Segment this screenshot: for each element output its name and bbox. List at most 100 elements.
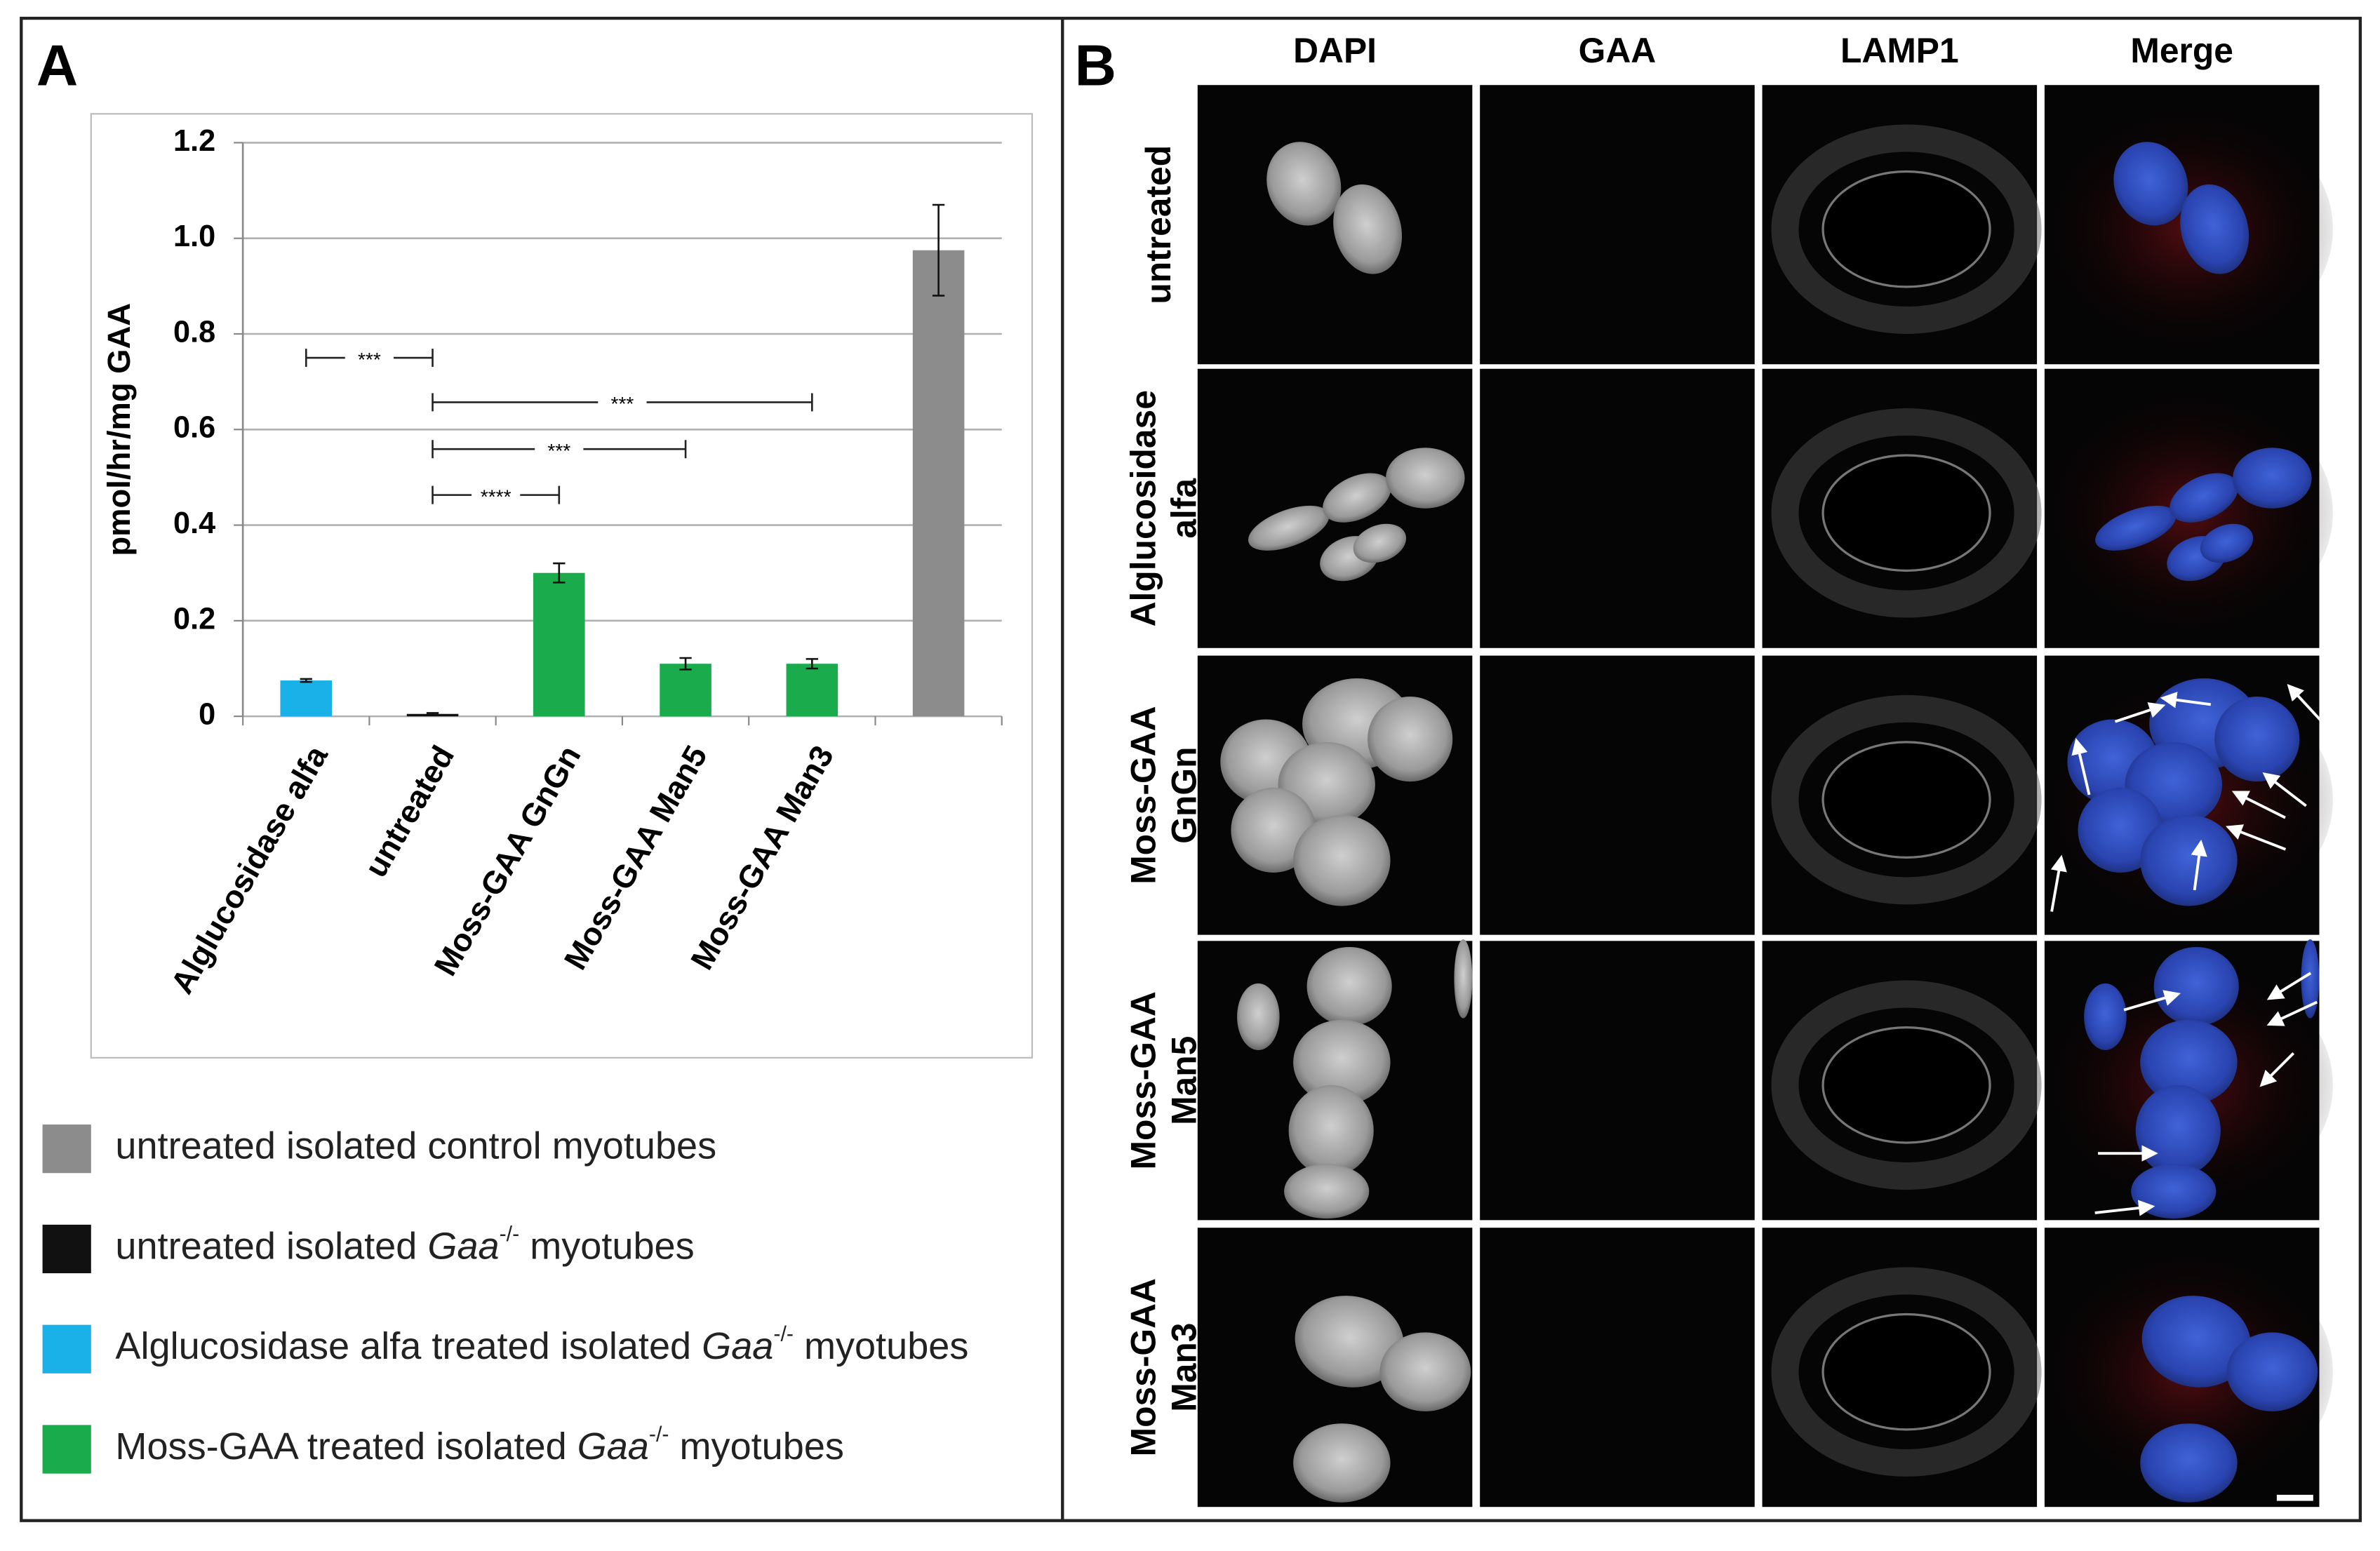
nucleus — [2233, 448, 2312, 509]
nucleus — [2301, 939, 2320, 1019]
y-tick-label: 0.8 — [173, 315, 215, 349]
arrow — [2160, 692, 2212, 709]
legend-label-part: Moss-GAA treated isolated — [115, 1425, 577, 1468]
row-label: Moss-GAA Man3 — [1123, 1278, 1203, 1456]
bar — [280, 680, 333, 717]
legend-label-part: Gaa — [702, 1325, 773, 1367]
y-tick-label: 1.2 — [173, 124, 215, 158]
legend-label-part: myotubes — [669, 1425, 843, 1468]
lamp1-signal — [1821, 1026, 1991, 1144]
bar — [912, 250, 965, 717]
micrograph-content — [1771, 124, 2042, 334]
column-header: LAMP1 — [1840, 31, 1959, 70]
micrograph-content — [1237, 939, 1473, 1219]
legend-swatch — [42, 1324, 91, 1374]
y-axis-label: pmol/hr/mg GAA — [101, 303, 137, 556]
arrow — [2191, 839, 2207, 891]
row-label: Moss-GAA Man5 — [1123, 991, 1203, 1169]
arrow — [2071, 737, 2091, 795]
error-bar — [932, 203, 945, 297]
row-label-line: Moss-GAA — [1123, 706, 1163, 884]
column-header: DAPI — [1293, 31, 1377, 70]
bar — [533, 572, 585, 717]
lamp1-signal — [1771, 1267, 2042, 1477]
legend-label: untreated isolated control myotubes — [115, 1125, 716, 1167]
micrograph-content — [1771, 694, 2042, 905]
nucleus — [2084, 983, 2127, 1051]
column-header: GAA — [1579, 31, 1657, 70]
nucleus — [1295, 1296, 1404, 1388]
micrographs: DAPI GAA LAMP1 Merge untreated Alglucosidase a… — [1123, 31, 2333, 1508]
nucleus — [1379, 1332, 1471, 1411]
bar — [660, 664, 711, 717]
error-bar — [426, 712, 439, 716]
micrograph-content — [1248, 448, 1465, 582]
nucleus — [2153, 946, 2239, 1026]
legend-label-part: Alglucosidase alfa treated isolated — [115, 1325, 702, 1367]
legend-label-part: Gaa — [577, 1425, 649, 1468]
legend-label-part: Gaa — [427, 1226, 499, 1268]
legend-label: Alglucosidase alfa treated isolated Gaa-… — [115, 1323, 968, 1368]
micrograph — [1480, 85, 1755, 365]
lamp1-signal — [1771, 694, 2042, 905]
micrograph-content — [2044, 678, 2333, 922]
lamp1-signal — [1821, 454, 1991, 572]
nucleus — [1454, 939, 1473, 1019]
arrow — [2259, 1052, 2295, 1087]
y-tick-label: 0.4 — [173, 506, 215, 540]
legend-swatch — [42, 1224, 91, 1274]
lamp1-signal — [1771, 408, 2042, 618]
nucleus — [1353, 523, 1407, 563]
y-tick-label: 0.2 — [173, 602, 215, 636]
arrow — [2123, 990, 2181, 1012]
y-tick-label: 1.0 — [173, 220, 215, 253]
nucleus — [1293, 1019, 1391, 1105]
micrograph-content — [2044, 391, 2333, 635]
legend-label-part: -/- — [500, 1223, 520, 1246]
lamp1-signal — [1821, 741, 1991, 859]
row-label: Alglucosidase alfa — [1123, 390, 1203, 626]
micrograph — [1480, 1228, 1755, 1508]
nucleus — [1368, 697, 1453, 782]
arrow — [2231, 791, 2286, 819]
legend-label-part: -/- — [649, 1423, 669, 1446]
error-bar — [300, 678, 312, 683]
micrograph — [1480, 655, 1755, 935]
row-label-line: Alglucosidase — [1123, 390, 1163, 626]
micrograph-content — [1266, 142, 1403, 274]
row-label-line: Moss-GAA — [1123, 991, 1163, 1169]
error-bar — [805, 658, 818, 670]
nucleus — [2200, 523, 2254, 563]
micrograph — [1480, 941, 1755, 1221]
legend-label-part: myotubes — [794, 1325, 968, 1367]
y-tick-label: 0 — [199, 698, 215, 732]
arrow — [2050, 854, 2067, 912]
nucleus — [1288, 1085, 1374, 1176]
row-label-line: GnGn — [1165, 747, 1204, 844]
nucleus — [2113, 142, 2188, 226]
micrograph-content — [1293, 1296, 1471, 1503]
legend-swatch — [42, 1425, 91, 1474]
nucleus — [1333, 184, 1403, 274]
error-bar — [679, 657, 692, 671]
lamp1-signal — [1821, 1312, 1991, 1431]
nucleus — [1293, 814, 1391, 906]
significance-label: *** — [547, 440, 570, 462]
micrograph-content — [2044, 107, 2333, 351]
legend-label-part: -/- — [773, 1323, 794, 1346]
significance-label: **** — [481, 485, 512, 507]
legend-label: untreated isolated Gaa-/- myotubes — [115, 1223, 694, 1268]
row-label-line: Moss-GAA — [1123, 1278, 1163, 1456]
row-label: Moss-GAA GnGn — [1123, 706, 1203, 884]
legend-label-part: untreated isolated control myotubes — [115, 1125, 716, 1167]
row-label: untreated — [1139, 145, 1178, 304]
scale-bar — [2276, 1494, 2313, 1501]
micrograph-content — [1771, 408, 2042, 618]
significance-label: *** — [358, 349, 381, 370]
significance-bracket — [432, 440, 687, 459]
micrograph-content — [2044, 1250, 2333, 1503]
error-bar — [553, 562, 566, 584]
nucleus — [2180, 184, 2249, 274]
lamp1-signal — [1771, 980, 2042, 1190]
